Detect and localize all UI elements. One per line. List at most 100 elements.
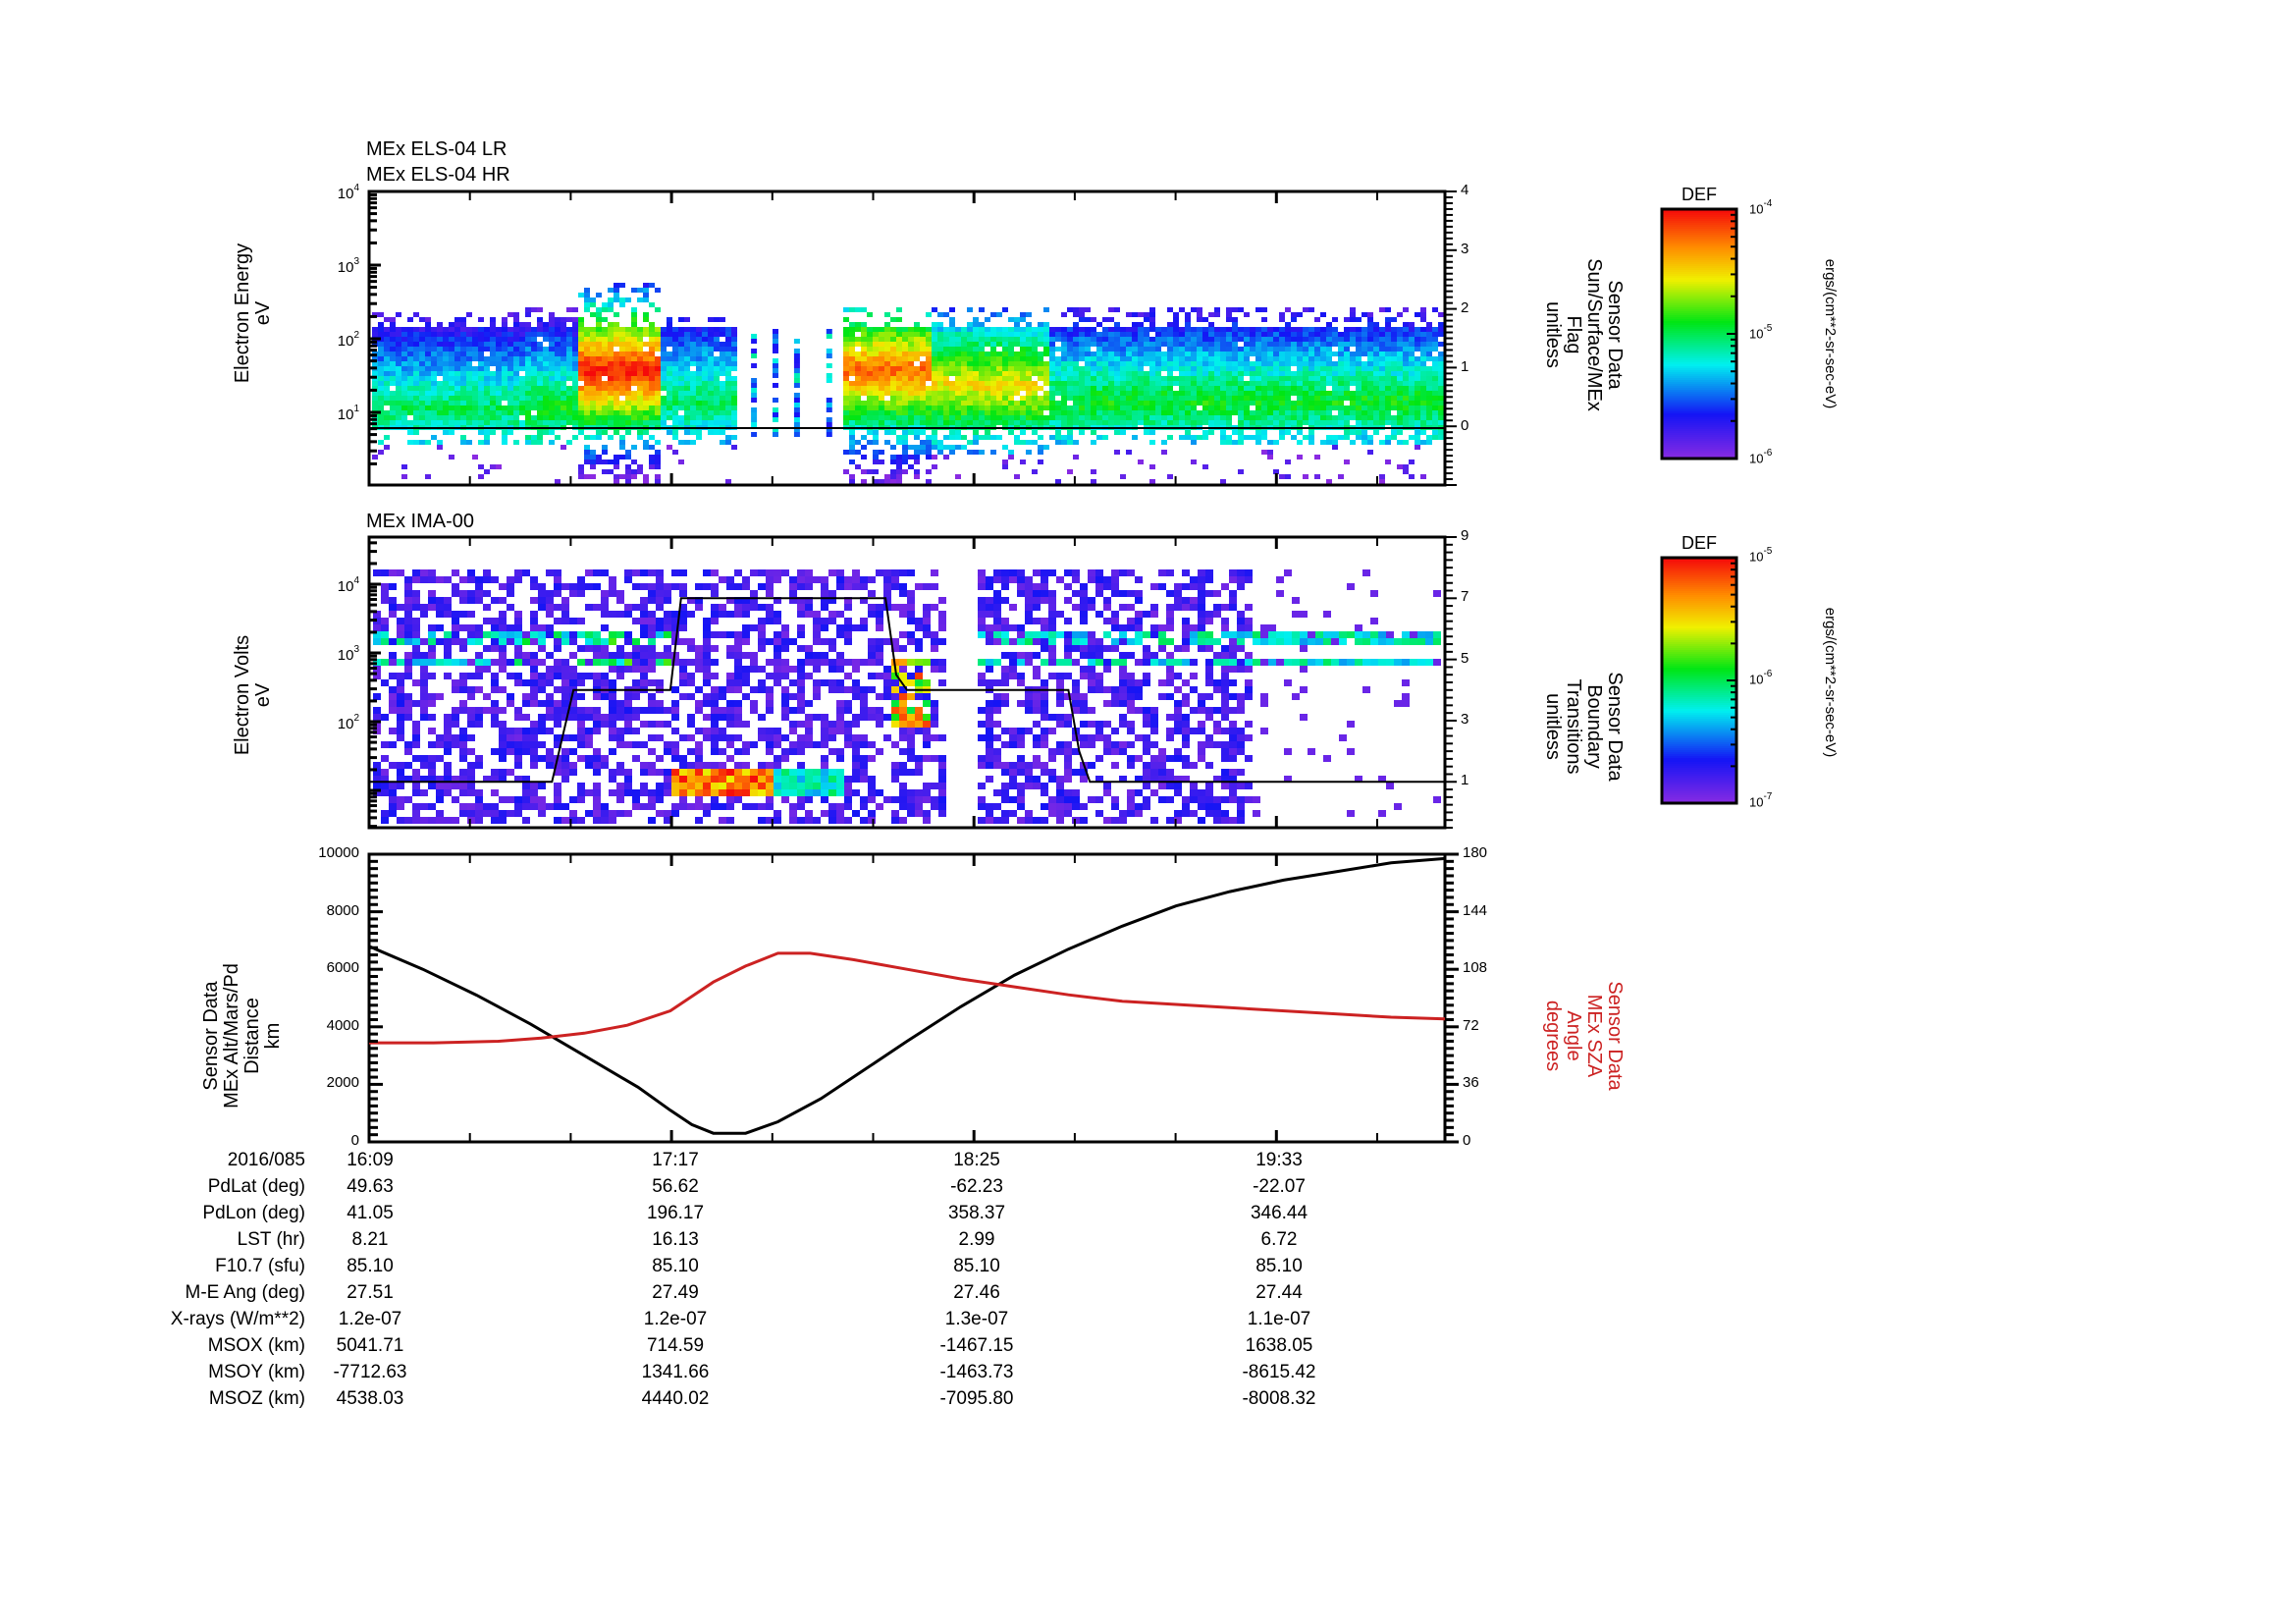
panel2-right-axis-title: Sensor Data Boundary Transitions unitles… (1542, 672, 1626, 782)
colorbar2-bottom-label: 10-7 (1749, 791, 1773, 810)
ephemeris-value: 196.17 (646, 1203, 705, 1223)
ephemeris-value: 27.46 (953, 1282, 1000, 1303)
ephemeris-value: 1.1e-07 (1247, 1309, 1311, 1329)
colorbar1-top-label: 10-4 (1749, 198, 1773, 217)
ephemeris-value: -62.23 (950, 1176, 1003, 1197)
ephemeris-label: F10.7 (sfu) (215, 1256, 305, 1276)
panel1-left-axis-title: Electron Energy eV (232, 243, 274, 384)
time-tick-label: 19:33 (1255, 1150, 1303, 1170)
axis-tick-label: 1 (1461, 772, 1469, 789)
ephemeris-value: 1341.66 (641, 1362, 710, 1382)
axis-tick-label: 5 (1461, 649, 1469, 667)
ephemeris-value: -8615.42 (1242, 1362, 1316, 1382)
els-spectrogram (372, 283, 1444, 484)
ephemeris-value: 1.2e-07 (643, 1309, 708, 1329)
ephemeris-value: 49.63 (347, 1176, 394, 1197)
colorbar1-bottom-label: 10-6 (1749, 448, 1773, 466)
ephemeris-value: 1.2e-07 (338, 1309, 402, 1329)
axis-tick-label: 103 (337, 256, 359, 276)
axis-tick-label: 101 (337, 404, 359, 423)
ephemeris-value: -22.07 (1253, 1176, 1306, 1197)
ephemeris-value: 27.51 (347, 1282, 394, 1303)
colorbar2-mid-label: 10-6 (1749, 669, 1773, 687)
axis-tick-label: 2 (1461, 299, 1469, 316)
colorbar1-title: DEF (1682, 185, 1717, 204)
axis-tick-label: 8000 (326, 901, 359, 919)
ephemeris-value: -7712.63 (333, 1362, 407, 1382)
ephemeris-value: 16.13 (652, 1229, 699, 1250)
ephemeris-value: 27.44 (1255, 1282, 1303, 1303)
axis-tick-label: 104 (337, 575, 359, 595)
ephemeris-label: PdLat (deg) (207, 1176, 305, 1197)
panel3-left-axis-title: Sensor Data MEx Alt/Mars/Pd Distance km (200, 963, 284, 1109)
ephemeris-value: -1463.73 (939, 1362, 1014, 1382)
ephemeris-value: 85.10 (347, 1256, 394, 1276)
distance-line (368, 856, 1446, 1135)
axis-tick-label: 7 (1461, 588, 1469, 606)
colorbar1-unit-label: ergs/(cm**2-sr-sec-eV) (1822, 258, 1839, 409)
panel1-title-lr: MEx ELS-04 LR (366, 138, 507, 160)
axis-tick-label: 3 (1461, 710, 1469, 728)
ephemeris-value: 1638.05 (1245, 1335, 1313, 1356)
axis-tick-label: 4000 (326, 1016, 359, 1034)
ephemeris-label: X-rays (W/m**2) (170, 1309, 305, 1329)
time-tick-label: 17:17 (652, 1150, 699, 1170)
axis-tick-label: 102 (337, 713, 359, 732)
axis-tick-label: 180 (1463, 844, 1488, 861)
colorbar-els (1660, 207, 1738, 460)
ephemeris-column: 17:17 56.62 196.17 16.13 85.10 27.49 1.2e-07 71… (597, 1147, 754, 1412)
colorbar2-title: DEF (1682, 533, 1717, 553)
ephemeris-column: 18:25 -62.23 358.37 2.99 85.10 27.46 1.3e-07 -1… (898, 1147, 1055, 1412)
axis-tick-label: 9 (1461, 527, 1469, 544)
ephemeris-value: 4538.03 (336, 1388, 404, 1409)
axis-tick-label: 144 (1463, 901, 1488, 919)
axis-tick-label: 2000 (326, 1074, 359, 1092)
ephemeris-value: 41.05 (347, 1203, 394, 1223)
axis-tick-label: 1 (1461, 358, 1469, 375)
axis-tick-label: 108 (1463, 959, 1488, 977)
ephemeris-value: 85.10 (652, 1256, 699, 1276)
colorbar2-unit-label: ergs/(cm**2-sr-sec-eV) (1822, 607, 1839, 758)
panel3-right-axis-title: Sensor Data MEx SZA Angle degrees (1542, 981, 1626, 1091)
sza-line (369, 951, 1446, 1045)
panel1-title-hr: MEx ELS-04 HR (366, 164, 510, 186)
ephemeris-value: 1.3e-07 (944, 1309, 1009, 1329)
panel2-left-axis-title: Electron Volts eV (232, 634, 274, 756)
ephemeris-label: M-E Ang (deg) (185, 1282, 306, 1303)
ephemeris-column: 16:09 49.63 41.05 8.21 85.10 27.51 1.2e-07 5041… (292, 1147, 449, 1412)
ephemeris-value: -7095.80 (939, 1388, 1014, 1409)
axis-tick-label: 104 (337, 183, 359, 202)
axis-tick-label: 102 (337, 330, 359, 350)
boundary-transitions-line (369, 597, 1445, 784)
ephemeris-row-labels: 2016/085 PdLat (deg) PdLon (deg) LST (hr) F1… (171, 1147, 305, 1412)
ephemeris-label: MSOZ (km) (208, 1388, 305, 1409)
ephemeris-value: -8008.32 (1242, 1388, 1316, 1409)
ephemeris-label: MSOX (km) (207, 1335, 305, 1356)
axis-tick-label: 3 (1461, 241, 1469, 257)
ima-spectrogram (373, 569, 1441, 824)
ephemeris-label: 2016/085 (227, 1150, 305, 1170)
ephemeris-value: 358.37 (947, 1203, 1006, 1223)
colorbar-ima (1660, 556, 1738, 805)
ephemeris-value: 6.72 (1260, 1229, 1298, 1250)
ephemeris-value: 8.21 (351, 1229, 389, 1250)
ephemeris-value: 85.10 (1255, 1256, 1303, 1276)
axis-tick-label: 0 (1461, 417, 1469, 434)
panel2-title: MEx IMA-00 (366, 511, 475, 532)
axis-tick-label: 0 (1463, 1132, 1471, 1149)
ephemeris-value: 56.62 (652, 1176, 699, 1197)
orbit-panel-frame (367, 852, 1447, 1144)
ephemeris-label: LST (hr) (237, 1229, 305, 1250)
ephemeris-value: 4440.02 (641, 1388, 710, 1409)
axis-tick-label: 6000 (326, 959, 359, 977)
ephemeris-value: 5041.71 (336, 1335, 404, 1356)
colorbar2-top-label: 10-5 (1749, 546, 1773, 565)
ephemeris-value: 2.99 (958, 1229, 995, 1250)
panel1-right-axis-title: Sensor Data Sun/Surface/MEx Flag unitles… (1542, 258, 1626, 411)
time-tick-label: 18:25 (953, 1150, 1000, 1170)
ephemeris-label: PdLon (deg) (202, 1203, 305, 1223)
axis-tick-label: 72 (1463, 1016, 1479, 1034)
axis-tick-label: 4 (1461, 182, 1469, 198)
colorbar1-mid-label: 10-5 (1749, 323, 1773, 342)
